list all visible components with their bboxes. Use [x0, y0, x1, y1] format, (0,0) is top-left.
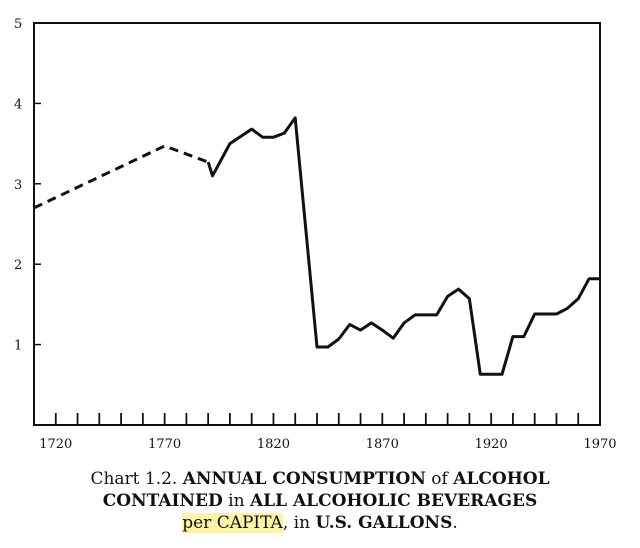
- caption-line-2: CONTAINED in ALL ALCOHOLIC BEVERAGES: [0, 490, 640, 512]
- plot-frame: [33, 22, 601, 426]
- x-tick-label: 1820: [257, 437, 290, 452]
- caption-of: of: [425, 469, 454, 489]
- y-tick-label: 5: [14, 17, 22, 32]
- caption-per-capita-highlight: per CAPITA: [182, 513, 283, 533]
- caption-line-3: per CAPITA, in U.S. GALLONS.: [0, 512, 640, 534]
- caption-period: .: [452, 513, 458, 533]
- caption-in-2: , in: [282, 513, 316, 533]
- caption-contained: CONTAINED: [102, 491, 223, 511]
- caption-chart-number: Chart 1.2.: [90, 469, 183, 489]
- caption-in: in: [222, 491, 250, 511]
- y-tick-label: 4: [14, 97, 22, 112]
- y-tick-label: 3: [14, 178, 22, 193]
- caption-us-gallons: U.S. GALLONS: [315, 513, 453, 533]
- x-tick-label: 1720: [39, 437, 72, 452]
- caption-annual-consumption: ANNUAL CONSUMPTION: [182, 469, 426, 489]
- x-tick-label: 1920: [475, 437, 508, 452]
- series-line-solid: [206, 116, 600, 376]
- x-tick-label: 1770: [148, 437, 181, 452]
- caption-line-1: Chart 1.2. ANNUAL CONSUMPTION of ALCOHOL: [0, 468, 640, 490]
- caption-alcohol: ALCOHOL: [453, 469, 550, 489]
- x-tick-label: 1870: [366, 437, 399, 452]
- x-tick-label: 1970: [583, 437, 616, 452]
- caption-all-alcoholic-beverages: ALL ALCOHOLIC BEVERAGES: [249, 491, 538, 511]
- chart-caption: Chart 1.2. ANNUAL CONSUMPTION of ALCOHOL…: [0, 468, 640, 534]
- y-tick-label: 2: [14, 258, 22, 273]
- chart: 1 2 3 4 5 1720 1770 1820 1870 1920 1970: [14, 17, 617, 452]
- series-line-dashed: [33, 144, 209, 210]
- y-tick-label: 1: [14, 339, 22, 354]
